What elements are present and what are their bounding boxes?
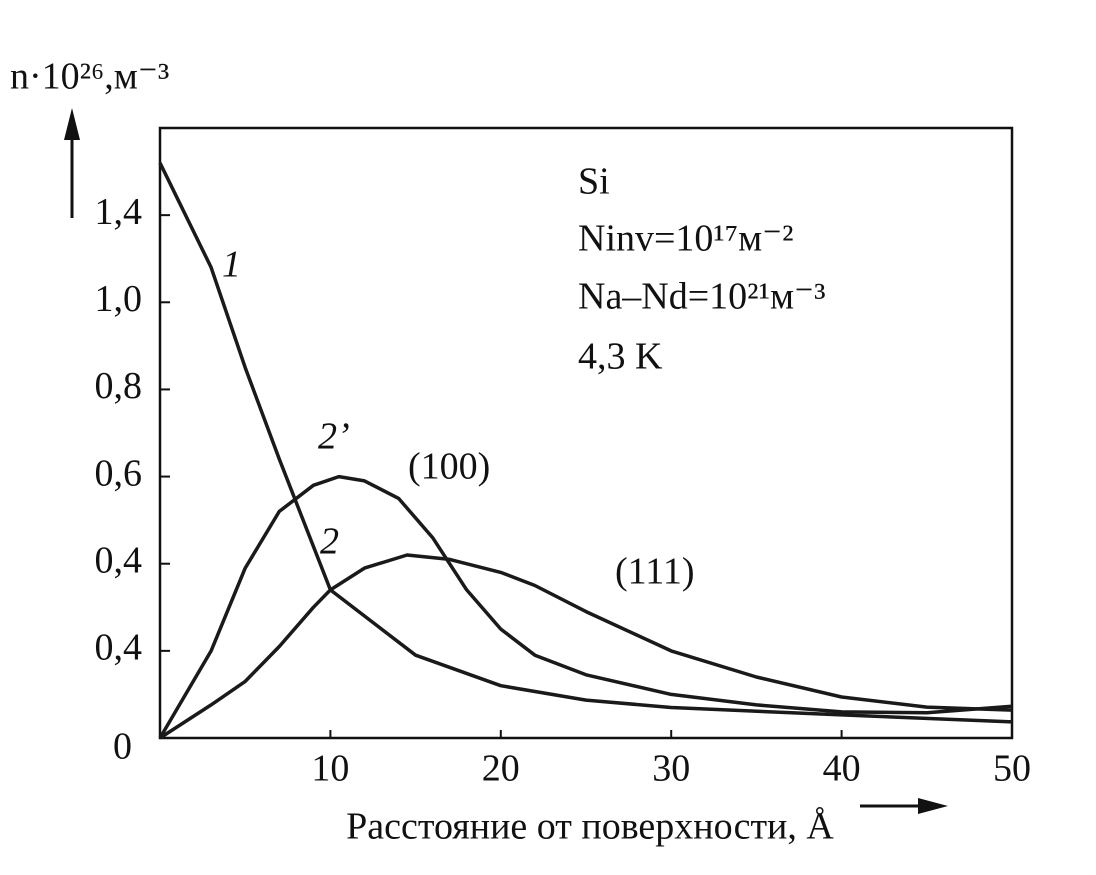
y-tick-label: 0,4 — [95, 627, 143, 669]
x-arrow-head — [918, 798, 948, 814]
annotation: Ninv=10¹⁷м⁻² — [578, 218, 794, 260]
annotation: Na–Nd=10²¹м⁻³ — [578, 276, 825, 318]
series-label: 1 — [222, 244, 241, 286]
y-arrow-head — [64, 108, 80, 140]
annotation: (100) — [408, 446, 490, 488]
annotation: 4,3 K — [578, 336, 663, 378]
y-tick-label: 1,0 — [95, 278, 143, 320]
annotation: Si — [578, 161, 610, 203]
y-tick-label: 0,8 — [95, 365, 143, 407]
y-tick-label: 0,6 — [95, 452, 143, 494]
plot-frame — [158, 126, 1014, 740]
x-tick-label: 20 — [482, 748, 520, 790]
x-tick-label: 40 — [823, 748, 861, 790]
x-tick-label: 50 — [993, 748, 1031, 790]
x-tick-label: 30 — [652, 748, 690, 790]
series-label: 2’ — [318, 416, 350, 458]
annotation: (111) — [615, 551, 695, 593]
x-tick-label: 10 — [311, 748, 349, 790]
y-tick-label: 1,4 — [95, 191, 143, 233]
y-axis-label: n·10²⁶,м⁻³ — [10, 56, 169, 98]
line — [159, 553, 1013, 740]
series-label: 2 — [320, 521, 339, 563]
y-tick-label: 0 — [113, 726, 132, 768]
x-axis-label: Расстояние от поверхности, Å — [346, 806, 834, 848]
line — [158, 474, 1013, 739]
y-tick-label: 0,4 — [95, 539, 143, 581]
